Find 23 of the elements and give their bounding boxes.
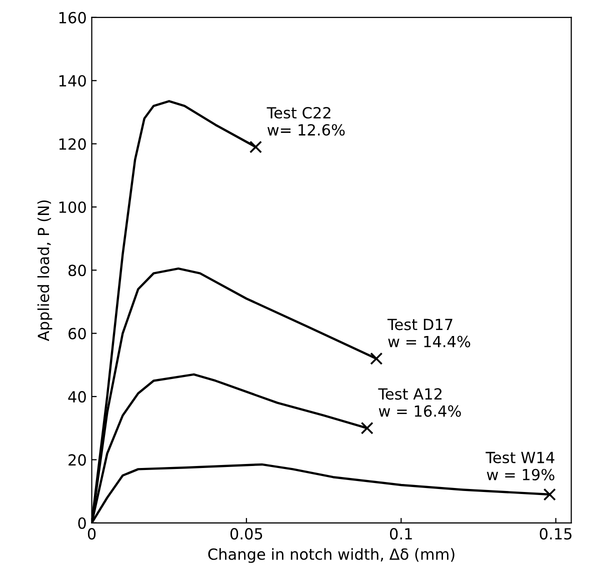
annotation: Test C22 w= 12.6%: [266, 107, 345, 136]
point: [370, 352, 383, 365]
y-tick-label: 20: [68, 454, 86, 466]
y-tick-label: 120: [59, 138, 86, 150]
annotation: Test D17 w = 14.4%: [387, 318, 470, 348]
y-tick-label: 40: [68, 391, 86, 403]
y-tick-label: 140: [59, 75, 86, 87]
x-axis-title: Change in notch width, Δδ (mm): [208, 548, 454, 563]
y-axis-title: Applied load, P (N): [37, 200, 52, 342]
x-tick-label: 0.1: [390, 528, 412, 540]
annotation: Test W14 w = 19%: [486, 452, 554, 480]
point: [249, 140, 262, 154]
annotation: Test A12 w = 16.4%: [378, 388, 461, 417]
point: [543, 488, 556, 501]
x-tick-label: 0.15: [540, 528, 572, 540]
x-tick-label: 0: [88, 528, 96, 540]
x-tick-label: 0.05: [230, 528, 262, 540]
y-tick-label: 0: [78, 517, 86, 529]
y-tick-label: 100: [59, 201, 86, 214]
point: [360, 422, 374, 434]
y-tick-label: 60: [68, 328, 86, 340]
y-tick-label: 80: [68, 264, 86, 276]
y-tick-label: 160: [59, 12, 86, 24]
